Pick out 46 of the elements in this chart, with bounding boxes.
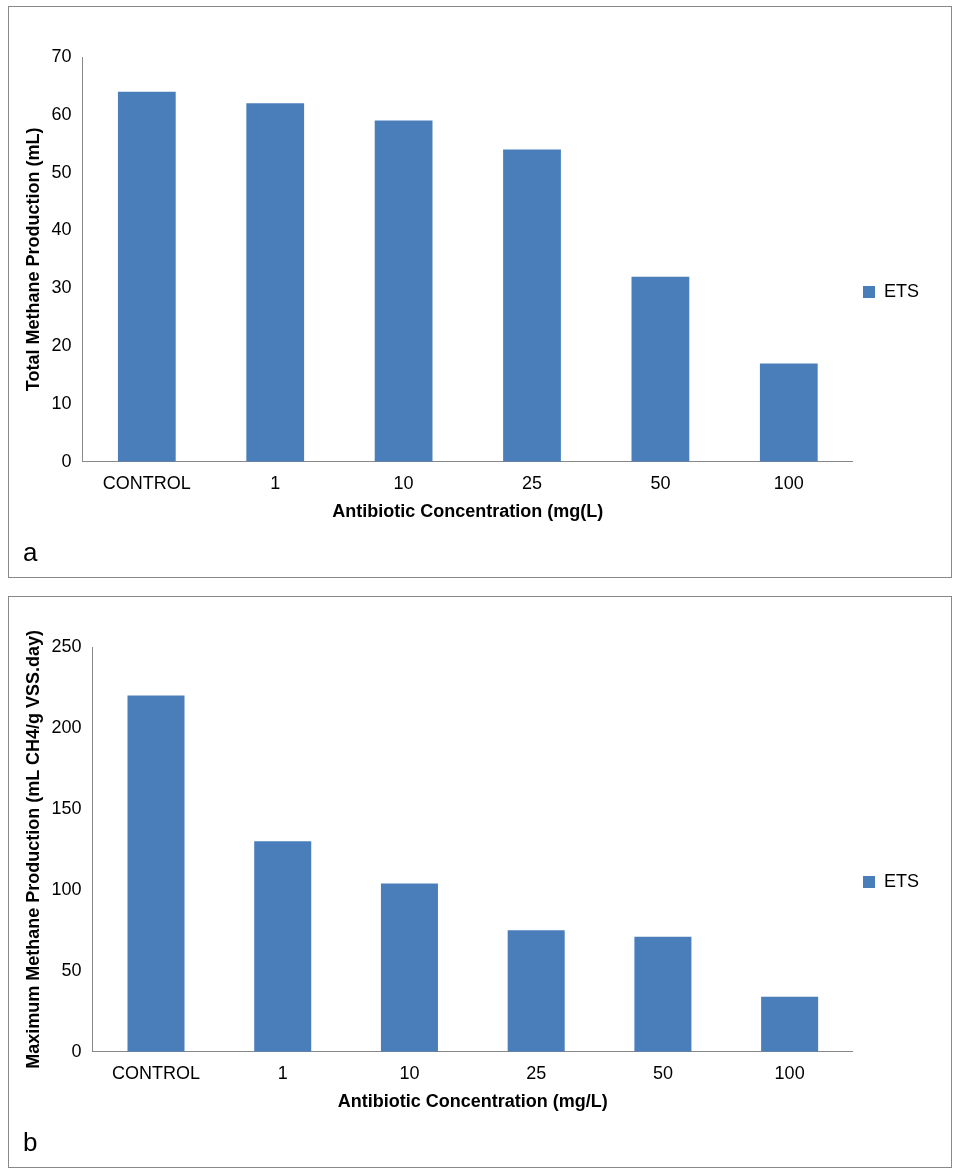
bar	[761, 996, 819, 1052]
x-tick-label: 25	[521, 472, 543, 493]
x-tick-label: 25	[526, 1062, 547, 1083]
legend-label: ETS	[883, 870, 920, 891]
bar	[507, 930, 565, 1052]
bar	[634, 936, 692, 1052]
legend-label: ETS	[883, 280, 920, 301]
y-tick-label: 50	[51, 161, 72, 182]
y-tick-label: 10	[51, 392, 72, 413]
bar	[117, 91, 176, 462]
y-axis-title: Maximum Methane Production (mL CH4/g VSS.day)	[22, 630, 43, 1069]
y-tick-label: 200	[51, 716, 82, 737]
x-tick-label: 100	[773, 472, 804, 493]
x-axis-title: Antibiotic Concentration (mg(L)	[332, 501, 604, 522]
text: b	[23, 1127, 38, 1158]
bar	[246, 103, 305, 462]
bar	[631, 276, 690, 462]
y-tick-label: 60	[51, 103, 72, 124]
y-tick-label: 0	[61, 450, 72, 471]
y-tick-label: 40	[51, 219, 72, 240]
x-tick-label: 10	[393, 472, 414, 493]
bar	[503, 149, 561, 462]
x-tick-label: 1	[270, 472, 281, 493]
x-tick-label: 50	[650, 472, 671, 493]
y-tick-label: 50	[61, 959, 82, 980]
y-axis-title: Total Methane Production (mL)	[22, 127, 43, 392]
y-tick-label: 70	[51, 45, 72, 66]
x-tick-label: CONTROL	[111, 1062, 200, 1083]
x-tick-label: 100	[774, 1062, 805, 1083]
y-tick-label: 150	[51, 797, 82, 818]
x-tick-label: 50	[652, 1062, 673, 1083]
y-tick-label: 0	[71, 1040, 82, 1061]
bar	[759, 363, 818, 462]
y-tick-label: 100	[51, 878, 82, 899]
y-tick-label: 250	[51, 635, 82, 656]
bar	[254, 841, 312, 1052]
bar	[374, 120, 433, 462]
x-axis-title: Antibiotic Concentration (mg/L)	[337, 1091, 608, 1112]
y-tick-label: 20	[51, 335, 72, 356]
text: a	[23, 537, 38, 568]
x-tick-label: CONTROL	[102, 472, 191, 493]
x-tick-label: 1	[277, 1062, 288, 1083]
bar	[380, 883, 438, 1052]
x-tick-label: 10	[399, 1062, 420, 1083]
bar	[127, 695, 185, 1052]
y-tick-label: 30	[51, 277, 72, 298]
